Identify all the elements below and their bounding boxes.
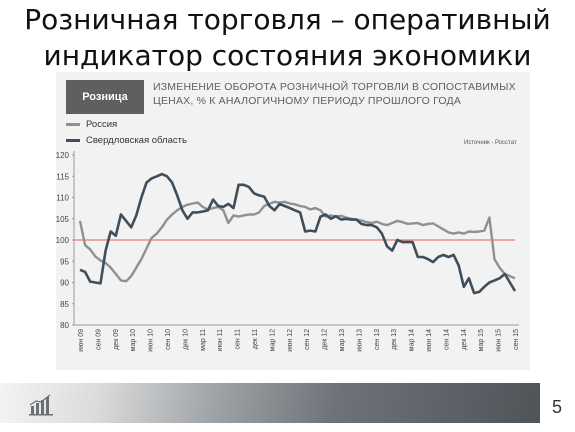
- x-tick-label: сен 09: [95, 329, 102, 350]
- x-tick-label: сен 13: [374, 329, 381, 350]
- x-tick-label: июн 15: [496, 329, 503, 352]
- x-tick-label: июн 10: [148, 329, 155, 352]
- series-line-russia: [78, 200, 516, 283]
- legend-swatch-russia: [66, 122, 80, 126]
- x-tick-label: июн 09: [78, 329, 85, 352]
- y-tick-label: 110: [56, 194, 69, 203]
- y-tick-label: 95: [60, 257, 69, 266]
- y-tick-label: 90: [60, 279, 69, 288]
- y-tick-label: 85: [60, 300, 69, 309]
- chart-title-line-1: ИЗМЕНЕНИЕ ОБОРОТА РОЗНИЧНОЙ ТОРГОВЛИ В С…: [153, 81, 516, 93]
- x-tick-label: мар 13: [339, 329, 346, 351]
- x-tick-label: сен 14: [443, 329, 450, 350]
- y-tick-label: 100: [56, 236, 70, 245]
- x-tick-label: мар 12: [269, 329, 276, 351]
- legend-item-sverdlovsk: Свердловская область: [66, 132, 187, 148]
- legend-swatch-sverdlovsk: [66, 138, 80, 142]
- series-line-sverdlovsk: [79, 172, 517, 295]
- bar-chart-icon: [29, 394, 53, 416]
- legend-label-sverdlovsk: Свердловская область: [86, 134, 187, 146]
- x-tick-label: дек 13: [391, 329, 398, 350]
- x-tick-label: мар 10: [130, 329, 137, 351]
- x-tick-label: дек 14: [461, 329, 468, 350]
- slide-title-line-2: индикатор состояния экономики: [43, 39, 532, 72]
- chart-source: Источник - Росстат: [464, 140, 517, 146]
- slide-title: Розничная торговля – оперативный индикат…: [0, 2, 575, 74]
- chart-badge: Розница: [66, 80, 144, 114]
- x-tick-label: сен 11: [235, 329, 242, 350]
- y-tick-label: 115: [56, 172, 69, 181]
- chart-title: ИЗМЕНЕНИЕ ОБОРОТА РОЗНИЧНОЙ ТОРГОВЛИ В С…: [153, 80, 523, 108]
- x-tick-label: июн 13: [356, 329, 363, 352]
- x-tick-label: сен 15: [513, 329, 520, 350]
- x-tick-label: июн 14: [426, 329, 433, 352]
- y-tick-label: 120: [56, 151, 70, 160]
- x-tick-label: мар 14: [409, 329, 416, 351]
- slide-title-line-1: Розничная торговля – оперативный: [24, 3, 551, 36]
- footer-bar: [0, 383, 540, 423]
- x-tick-label: мар 11: [200, 329, 207, 351]
- page-number: 5: [552, 397, 563, 417]
- y-tick-label: 105: [56, 215, 70, 224]
- x-tick-label: сен 12: [304, 329, 311, 350]
- chart-legend: Россия Свердловская область: [66, 116, 187, 148]
- legend-label-russia: Россия: [86, 118, 118, 130]
- x-tick-label: июн 11: [217, 329, 224, 351]
- x-tick-label: мар 15: [478, 329, 485, 351]
- x-tick-label: дек 12: [322, 329, 329, 350]
- x-tick-label: сен 10: [165, 329, 172, 350]
- x-tick-label: дек 09: [113, 329, 120, 350]
- x-tick-label: дек 10: [182, 329, 189, 350]
- x-tick-label: июн 12: [287, 329, 294, 352]
- y-tick-label: 80: [60, 321, 69, 330]
- chart-title-line-2: ЦЕНАХ, % К АНАЛОГИЧНОМУ ПЕРИОДУ ПРОШЛОГО…: [153, 95, 462, 107]
- legend-item-russia: Россия: [66, 116, 187, 132]
- x-tick-label: дек 11: [252, 329, 259, 349]
